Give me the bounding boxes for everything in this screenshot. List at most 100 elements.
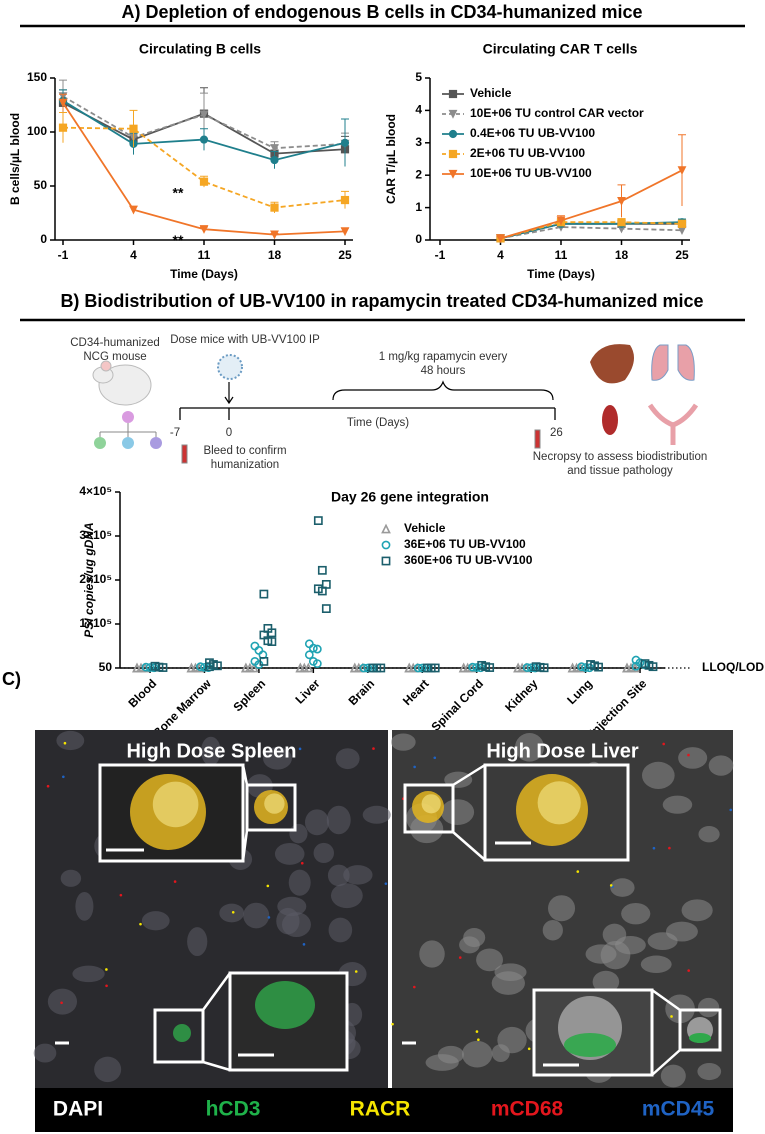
nucleus — [660, 1064, 686, 1088]
nucleus — [410, 814, 444, 844]
puncta — [119, 893, 123, 897]
puncta — [662, 742, 665, 746]
nucleus — [277, 896, 307, 917]
nucleus — [678, 747, 708, 769]
marker — [312, 644, 322, 654]
marker — [340, 195, 350, 205]
puncta — [63, 741, 67, 745]
image-title: High Dose Spleen — [126, 740, 296, 762]
nucleus — [47, 988, 78, 1015]
inset-frame — [532, 988, 654, 1077]
channel-label: DAPI — [53, 1098, 103, 1121]
tree — [99, 423, 157, 437]
schematic-label: Dose mice with UB-VV100 IP — [170, 334, 320, 346]
y-tick-label: 2 — [415, 167, 422, 181]
inset-connector — [241, 764, 249, 862]
x-tick-label: 25 — [338, 248, 352, 262]
marker — [270, 203, 279, 212]
marker — [485, 663, 495, 672]
marker — [448, 89, 458, 99]
schematic-label: CD34-humanized — [70, 337, 160, 349]
x-tick-label: 11 — [555, 248, 568, 262]
nucleus — [640, 955, 672, 974]
marker — [254, 646, 264, 655]
puncta — [652, 846, 656, 850]
organ-uterus — [647, 403, 699, 445]
x-tick-label: -1 — [435, 248, 446, 262]
nucleus — [60, 869, 82, 887]
x-tick-label: Blood — [125, 676, 159, 710]
marker — [340, 138, 350, 147]
nucleus — [697, 1062, 722, 1081]
inset-frame — [245, 783, 297, 832]
nucleus — [491, 971, 525, 995]
nucleus — [313, 842, 334, 864]
series-line — [62, 126, 346, 209]
y-tick-label: 3 — [415, 135, 422, 149]
cell — [150, 437, 162, 449]
marker — [639, 660, 649, 669]
puncta — [475, 1030, 479, 1033]
marker — [312, 659, 322, 668]
schematic-label: -7 — [170, 427, 180, 439]
nucleus — [419, 940, 445, 968]
nucleus — [440, 799, 475, 825]
nucleus — [33, 1043, 57, 1063]
y-tick-label: 1×10⁵ — [79, 616, 112, 630]
marker — [496, 234, 505, 244]
puncta — [413, 765, 416, 769]
y-axis-label: B cells/µL blood — [8, 113, 22, 205]
puncta — [105, 968, 108, 971]
marker — [158, 663, 168, 672]
cell-blob — [264, 793, 285, 814]
nucleus — [56, 730, 85, 751]
marker — [458, 662, 469, 673]
nucleus — [335, 748, 360, 770]
marker — [186, 662, 197, 673]
chart-title: Circulating CAR T cells — [483, 41, 638, 57]
nucleus — [698, 825, 720, 843]
puncta — [384, 882, 388, 885]
marker — [617, 218, 626, 227]
nucleus — [547, 895, 576, 922]
organ-lung — [651, 344, 695, 381]
series-line — [500, 226, 683, 240]
arrow — [224, 382, 234, 405]
puncta — [231, 910, 235, 914]
channel-label: mCD45 — [642, 1098, 715, 1121]
x-tick-label: 4 — [130, 248, 137, 262]
nucleus — [662, 795, 693, 814]
nucleus — [330, 883, 363, 909]
y-tick-label: 50 — [34, 178, 48, 192]
marker — [567, 662, 578, 673]
marker — [556, 216, 566, 226]
marker — [196, 662, 205, 672]
channel-label: hCD3 — [206, 1098, 261, 1121]
schematic-label: 1 mg/kg rapamycin every — [379, 351, 508, 363]
marker — [522, 663, 532, 672]
x-tick-label: Kidney — [502, 676, 540, 714]
y-axis-label: CAR T/µL blood — [384, 114, 398, 204]
cell — [122, 437, 134, 449]
nucleus — [281, 912, 311, 938]
marker — [240, 662, 251, 673]
marker — [129, 205, 138, 215]
nucleus — [304, 809, 329, 836]
chart-title: Day 26 gene integration — [331, 489, 489, 505]
marker — [539, 663, 549, 673]
organ-liver — [590, 344, 634, 384]
channel-label: mCD68 — [491, 1098, 564, 1121]
puncta — [302, 943, 306, 946]
schematic-label: and tissue pathology — [567, 465, 673, 477]
marker — [259, 656, 269, 666]
x-axis-label: Time (Days) — [527, 267, 595, 281]
legend-label: 10E+06 TU UB-VV100 — [470, 166, 592, 180]
schematic-label: Bleed to confirm — [203, 445, 286, 457]
nucleus — [514, 733, 545, 762]
marker — [468, 662, 478, 672]
schematic-label: Necropsy to assess biodistribution — [533, 451, 708, 463]
marker — [199, 225, 209, 234]
channel-bar — [35, 1088, 733, 1132]
marker — [58, 98, 68, 108]
nucleus — [75, 891, 94, 921]
